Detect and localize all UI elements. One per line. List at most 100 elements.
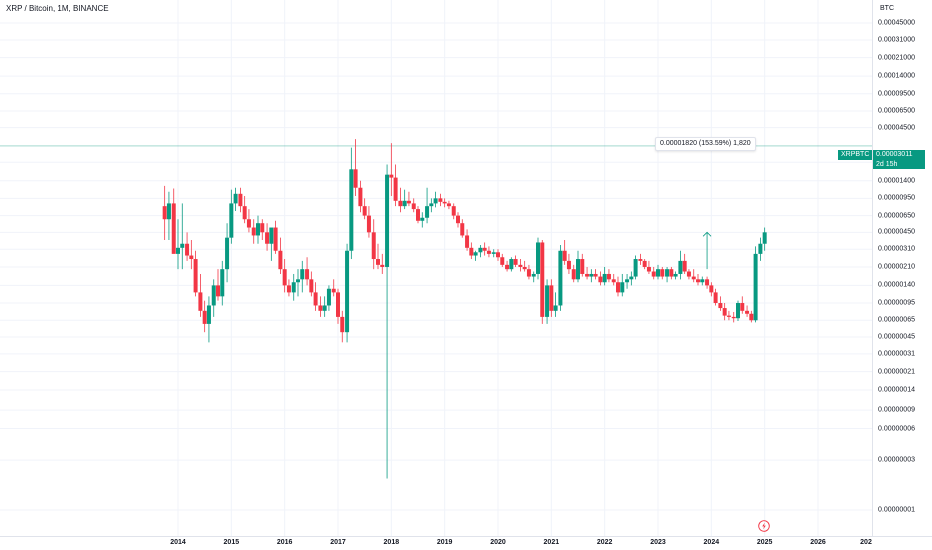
price-tick-label: 0.00000006: [878, 425, 915, 433]
candle-body: [540, 242, 545, 317]
candle: [171, 188, 176, 254]
candle: [606, 269, 611, 283]
candle: [371, 219, 376, 270]
candle: [340, 310, 345, 343]
candle-body: [585, 273, 590, 277]
candle-body: [345, 250, 350, 333]
candle: [420, 212, 425, 228]
candle-body: [496, 252, 500, 258]
candle: [349, 147, 354, 260]
candle: [611, 273, 616, 286]
candle: [406, 191, 411, 207]
candle-body: [273, 227, 278, 251]
candle: [193, 250, 198, 297]
candle: [211, 279, 216, 317]
candle-body: [429, 203, 434, 207]
candle: [326, 285, 331, 311]
candle: [745, 305, 750, 317]
candle: [576, 250, 580, 283]
price-tick-label: 0.00000140: [878, 281, 915, 289]
candle: [216, 269, 220, 301]
candle: [460, 219, 465, 238]
price-tick-label: 0.00009500: [878, 90, 915, 98]
candle: [362, 198, 367, 220]
time-tick-label: 2017: [330, 539, 346, 546]
candle: [318, 296, 323, 317]
candle: [736, 300, 740, 321]
candle: [673, 271, 678, 280]
candle-body: [620, 282, 625, 293]
candle: [296, 269, 300, 297]
candle-body: [665, 269, 670, 277]
candle-body: [406, 200, 411, 204]
candle: [642, 259, 647, 270]
candle-body: [162, 206, 167, 220]
candle-body: [411, 203, 416, 210]
candle-body: [646, 266, 651, 272]
candle-body: [371, 232, 376, 260]
candle-body: [722, 308, 727, 316]
time-tick-label: 2014: [170, 539, 186, 546]
candle: [589, 269, 594, 283]
time-tick-label: 2023: [650, 539, 666, 546]
measure-arrow-head: [702, 231, 712, 237]
flash-icon[interactable]: [758, 520, 770, 532]
candle: [700, 276, 705, 286]
candle: [709, 282, 714, 297]
candle-body: [531, 273, 536, 277]
candle-body: [482, 247, 487, 251]
candle: [166, 191, 171, 241]
candle: [438, 193, 443, 207]
candle-body: [313, 292, 318, 306]
candle-body: [185, 243, 190, 256]
candle: [229, 189, 234, 244]
candle-body: [625, 279, 630, 283]
candle: [398, 187, 403, 213]
candle-body: [651, 271, 656, 277]
candle-body: [278, 250, 283, 270]
price-tick-label: 0.00000310: [878, 245, 915, 253]
candle: [465, 229, 470, 251]
price-tick-label: 0.00001400: [878, 177, 915, 185]
candle: [380, 253, 385, 274]
candle: [251, 219, 256, 244]
candle: [260, 219, 265, 241]
candle: [726, 310, 731, 321]
candle-body: [260, 223, 265, 233]
candle-body: [246, 219, 251, 228]
candle-body: [398, 200, 403, 207]
candle-body: [193, 259, 198, 293]
candle: [429, 198, 434, 213]
candle-body: [526, 269, 531, 277]
candle-body: [265, 232, 270, 244]
time-tick-label: 2021: [543, 539, 560, 546]
candle-body: [736, 303, 740, 319]
price-tick-label: 0.00000001: [878, 506, 915, 514]
candle-body: [349, 169, 354, 251]
price-tick-label: 0.00031000: [878, 36, 915, 44]
chart-title: XRP / Bitcoin, 1M, BINANCE: [6, 4, 109, 13]
price-tick-label: 0.00000450: [878, 228, 915, 236]
candle-body: [296, 279, 300, 283]
candle: [202, 300, 207, 333]
candle-body: [486, 250, 491, 254]
candle: [633, 255, 638, 280]
candle: [526, 264, 531, 280]
candle-body: [251, 227, 256, 236]
candle: [558, 245, 563, 311]
candle-body: [536, 242, 540, 274]
candle-body: [713, 292, 718, 304]
grid: [0, 0, 872, 536]
candle-body: [611, 279, 616, 283]
candle: [762, 227, 767, 251]
candle-body: [656, 269, 660, 277]
candle-body: [553, 305, 558, 311]
candle: [678, 250, 683, 280]
candle-body: [416, 209, 420, 221]
candle-body: [362, 206, 367, 216]
chart-area[interactable]: [0, 0, 872, 536]
candle: [713, 288, 718, 306]
candle: [456, 212, 460, 228]
candle-body: [762, 232, 767, 244]
candle-body: [393, 177, 398, 201]
